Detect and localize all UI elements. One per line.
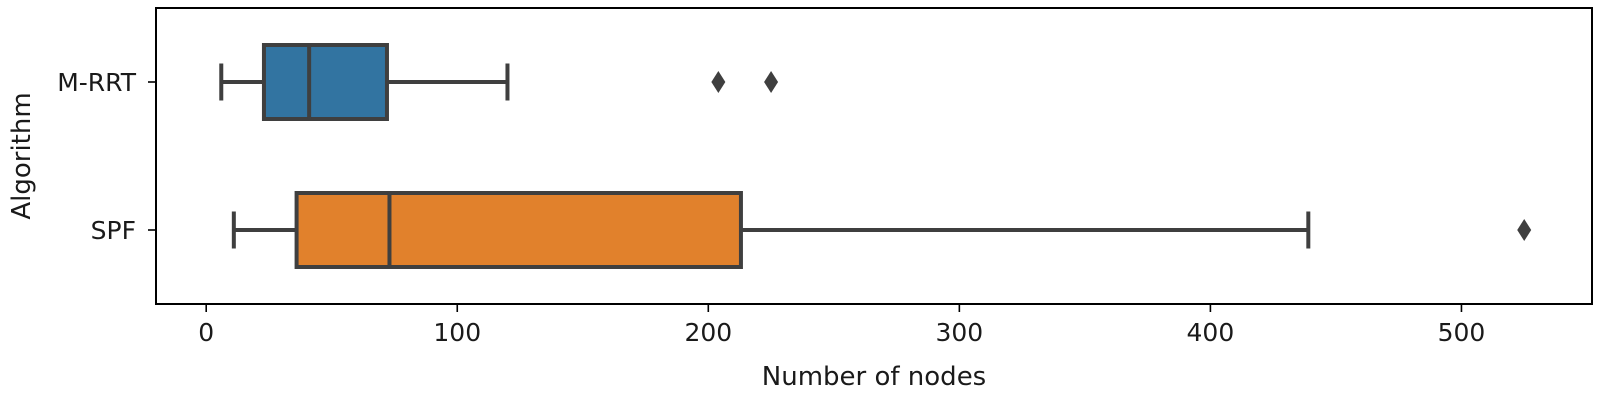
x-axis-label: Number of nodes: [762, 362, 986, 392]
y-tick-label: M-RRT: [57, 68, 137, 97]
boxes-layer: [219, 43, 1532, 269]
outlier-point: [764, 71, 779, 93]
x-axis: 0 100 200 300 400 500: [198, 304, 1485, 347]
x-tick-label: 0: [198, 318, 214, 347]
iqr-box: [294, 191, 743, 269]
x-tick-label: 100: [433, 318, 481, 347]
iqr-box: [261, 43, 389, 121]
x-tick-label: 400: [1187, 318, 1235, 347]
y-axis: M-RRT SPF: [57, 68, 156, 245]
outlier-point: [711, 71, 726, 93]
box-group-spf: [231, 191, 1532, 269]
y-axis-label: Algorithm: [7, 92, 37, 219]
x-tick-label: 200: [684, 318, 732, 347]
outlier-point: [1517, 219, 1532, 241]
y-tick-label: SPF: [91, 216, 136, 245]
box-group-m-rrt: [219, 43, 779, 121]
x-tick-label: 300: [935, 318, 983, 347]
plot-area-frame: [155, 7, 1593, 305]
x-tick-label: 500: [1438, 318, 1486, 347]
